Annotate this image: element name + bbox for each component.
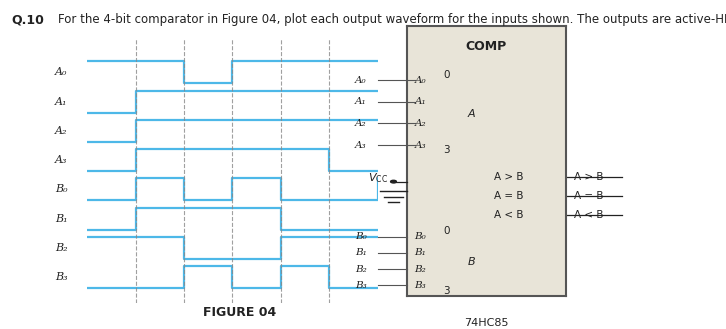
Text: B₀: B₀ [415, 232, 426, 241]
Text: B₁: B₁ [355, 248, 367, 257]
Text: A₁: A₁ [415, 97, 426, 106]
Text: A₁: A₁ [55, 97, 68, 107]
Text: B₂: B₂ [55, 243, 68, 253]
Text: 3: 3 [443, 286, 450, 296]
Text: COMP: COMP [466, 40, 507, 53]
Text: A₂: A₂ [415, 119, 426, 128]
Text: B₂: B₂ [355, 265, 367, 274]
Text: 74HC85: 74HC85 [464, 318, 509, 328]
Text: A₀: A₀ [415, 76, 426, 85]
Text: B₃: B₃ [355, 281, 367, 290]
Text: 3: 3 [443, 145, 450, 155]
Text: B₃: B₃ [415, 281, 426, 290]
Text: B₁: B₁ [415, 248, 426, 257]
Text: $V_{\rm CC}$: $V_{\rm CC}$ [368, 171, 388, 185]
Text: B₀: B₀ [355, 232, 367, 241]
Text: A = B: A = B [494, 191, 524, 201]
Text: A₂: A₂ [355, 119, 367, 128]
Text: A = B: A = B [574, 191, 604, 201]
Text: FIGURE 04: FIGURE 04 [203, 306, 276, 319]
Text: Q.10: Q.10 [11, 13, 44, 26]
Text: A₀: A₀ [55, 67, 68, 77]
Text: For the 4-bit comparator in Figure 04, plot each output waveform for the inputs : For the 4-bit comparator in Figure 04, p… [58, 13, 726, 26]
Text: A₁: A₁ [355, 97, 367, 106]
Text: A₀: A₀ [355, 76, 367, 85]
Text: A > B: A > B [574, 172, 604, 182]
Text: A₃: A₃ [415, 140, 426, 149]
Text: A < B: A < B [494, 210, 524, 220]
Text: A₃: A₃ [55, 155, 68, 165]
Text: 0: 0 [444, 70, 449, 80]
Text: B₂: B₂ [415, 265, 426, 274]
Text: A₂: A₂ [55, 126, 68, 136]
Text: B₀: B₀ [55, 184, 68, 194]
Text: $A$: $A$ [468, 107, 477, 119]
Text: A₃: A₃ [355, 140, 367, 149]
Text: A < B: A < B [574, 210, 604, 220]
Text: B₃: B₃ [55, 272, 68, 282]
Text: A > B: A > B [494, 172, 524, 182]
Text: B₁: B₁ [55, 214, 68, 224]
Text: $B$: $B$ [468, 255, 476, 267]
Text: 0: 0 [444, 226, 449, 236]
